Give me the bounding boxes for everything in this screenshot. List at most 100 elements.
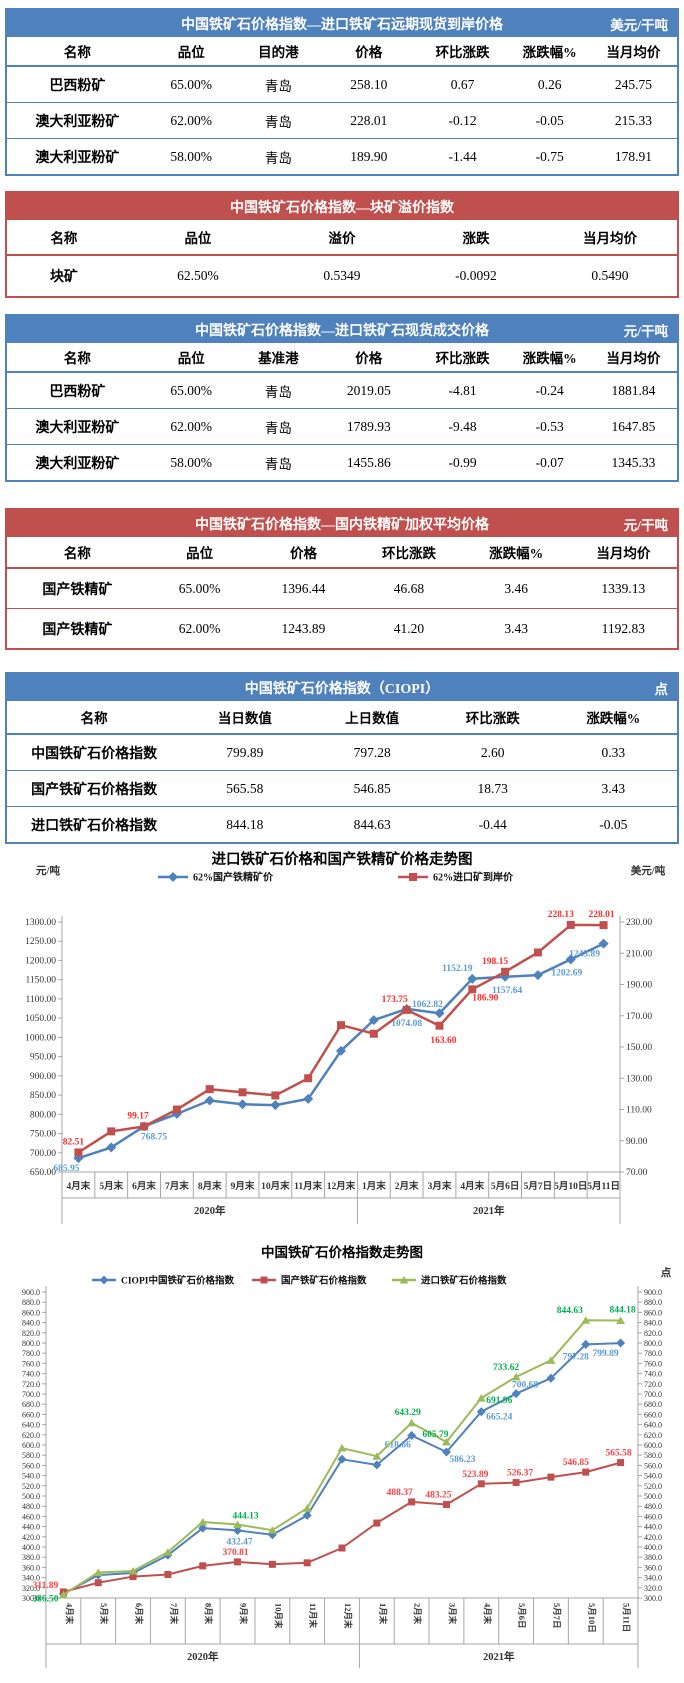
column-header: 品位 — [184, 231, 212, 246]
value-cell: 245.75 — [614, 76, 652, 92]
data-label: 444.13 — [232, 1511, 258, 1521]
legend-label: 国产铁矿石价格指数 — [281, 1275, 367, 1287]
column-header: 当月均价 — [582, 231, 637, 246]
x-tick-label: 10月末 — [273, 1603, 283, 1629]
value-cell: 215.33 — [614, 112, 652, 128]
table-row: 澳大利亚粉矿 62.00% 青岛 228.01 -0.12 -0.05 215.33 — [7, 103, 677, 139]
table-row: 巴西粉矿 65.00% 青岛 258.10 0.67 0.26 245.75 — [7, 67, 677, 103]
x-tick-label: 2月末 — [413, 1603, 423, 1625]
column-header: 溢价 — [328, 231, 356, 246]
square-marker — [373, 1519, 381, 1527]
triangle-marker — [546, 1356, 556, 1364]
square-marker — [409, 873, 417, 881]
row-name-cell: 进口铁矿石价格指数 — [31, 818, 158, 834]
table-lump-premium: 中国铁矿石价格指数—块矿溢价指数 名称 品位 溢价 涨跌 当月均价 块矿 62.50% 0.53… — [5, 191, 679, 298]
diamond-marker — [532, 970, 543, 981]
value-cell: 1243.89 — [281, 620, 326, 636]
value-cell: -0.53 — [535, 418, 564, 434]
y-tick-label: 460.0 — [22, 1512, 40, 1521]
year-label: 2021年 — [483, 1650, 515, 1663]
chart-title: 中国铁矿石价格指数走势图 — [261, 1244, 423, 1260]
x-tick-label: 5月11日 — [622, 1603, 632, 1632]
y-tick-label: 480.0 — [22, 1502, 40, 1511]
y-tick-label: 740.0 — [22, 1370, 40, 1379]
data-label: 523.89 — [462, 1470, 488, 1480]
data-label: 1152.19 — [442, 964, 473, 974]
legend-label: 62%进口矿到岸价 — [433, 871, 514, 884]
y-tick-label: 420.0 — [644, 1533, 662, 1542]
column-header: 涨跌幅% — [522, 45, 577, 60]
table-import-forward-spot: 中国铁矿石价格指数—进口铁矿石远期现货到岸价格 美元/干吨 名称 品位 目的港 价格 环比涨… — [5, 8, 679, 176]
y-tick-label: 400.0 — [22, 1543, 40, 1552]
data-label: 163.60 — [430, 1036, 456, 1046]
data-label: 618.66 — [385, 1440, 411, 1450]
x-tick-label: 12月末 — [327, 1180, 356, 1192]
triangle-marker — [441, 1438, 451, 1446]
x-tick-label: 4月末 — [64, 1603, 74, 1625]
square-marker — [442, 1501, 450, 1509]
y-tick-label: 750.00 — [30, 1130, 56, 1140]
value-cell: 0.26 — [537, 76, 562, 92]
table-title-bar: 中国铁矿石价格指数—进口铁矿石远期现货到岸价格 美元/干吨 — [7, 10, 677, 37]
y-tick-label: 580.0 — [644, 1451, 662, 1460]
table-unit-label: 元/干吨 — [623, 323, 668, 339]
y-tick-label: 660.0 — [644, 1410, 662, 1419]
y-tick-label: 300.0 — [644, 1594, 662, 1603]
column-header: 涨跌幅% — [489, 546, 544, 561]
series-line — [63, 1461, 621, 1593]
diamond-marker — [441, 1447, 451, 1457]
column-header: 价格 — [355, 351, 383, 366]
column-header: 当月均价 — [596, 546, 651, 561]
y-tick-label: 860.0 — [22, 1308, 40, 1317]
column-header: 当日数值 — [217, 711, 272, 726]
value-cell: -9.48 — [448, 418, 477, 434]
data-label: 488.37 — [387, 1488, 413, 1498]
table-title-bar: 中国铁矿石价格指数—进口铁矿石现货成交价格 元/干吨 — [7, 316, 677, 343]
row-name-cell: 国产铁精矿 — [42, 582, 113, 598]
y-tick-label: 320.0 — [644, 1584, 662, 1593]
table-header-row: 名称 品位 基准港 价格 环比涨跌 涨跌幅% 当月均价 — [7, 343, 677, 373]
y-tick-label: 900.00 — [30, 1072, 56, 1082]
y-tick-label: 440.0 — [22, 1523, 40, 1532]
y-tick-label: 720.0 — [22, 1380, 40, 1389]
y-tick-label: 1150.00 — [25, 976, 56, 986]
y-tick-label: 880.0 — [644, 1298, 662, 1307]
iron-ore-price-report: 中国铁矿石价格指数—进口铁矿石远期现货到岸价格 美元/干吨 名称 品位 目的港 价格 环比涨… — [0, 8, 684, 1683]
table-domestic-concentrate: 中国铁矿石价格指数—国内铁精矿加权平均价格 元/干吨 名称 品位 价格 环比涨跌 涨跌幅% 当… — [5, 508, 679, 650]
square-marker — [268, 1560, 276, 1568]
table-row: 进口铁矿石价格指数 844.18 844.63 -0.44 -0.05 — [7, 807, 677, 842]
data-label: 1243.89 — [569, 950, 600, 960]
value-cell: -0.99 — [448, 454, 477, 470]
y-tick-label: 660.0 — [22, 1410, 40, 1419]
x-tick-label: 6月末 — [134, 1603, 144, 1625]
data-label: 99.17 — [127, 1111, 149, 1121]
y-tick-label: 1300.00 — [25, 918, 56, 928]
value-cell: 1345.33 — [611, 454, 656, 470]
square-marker — [107, 1127, 116, 1136]
value-cell: -1.44 — [448, 148, 477, 164]
y-tick-label: 1250.00 — [25, 937, 56, 947]
data-label: 306.50 — [32, 1595, 58, 1605]
row-name-cell: 澳大利亚粉矿 — [35, 456, 120, 472]
y-tick-label: 230.00 — [626, 918, 652, 928]
value-cell: 65.00% — [178, 580, 221, 596]
value-cell: 2.60 — [480, 744, 505, 760]
row-name-cell: 澳大利亚粉矿 — [35, 150, 120, 166]
y-tick-label: 150.00 — [626, 1043, 652, 1053]
table-unit-label: 元/干吨 — [623, 517, 668, 533]
triangle-marker — [163, 1548, 173, 1556]
diamond-marker — [106, 1142, 117, 1153]
value-cell: 62.00% — [178, 620, 221, 636]
y-tick-label: 560.0 — [22, 1461, 40, 1470]
square-marker — [369, 1029, 378, 1038]
value-cell: 1647.85 — [611, 418, 656, 434]
x-tick-label: 5月末 — [99, 1180, 123, 1192]
value-cell: -0.05 — [599, 816, 628, 832]
y-tick-label: 420.0 — [22, 1533, 40, 1542]
value-cell: 65.00% — [170, 382, 213, 398]
table-row: 澳大利亚粉矿 58.00% 青岛 189.90 -1.44 -0.75 178.91 — [7, 139, 677, 174]
value-cell: 3.43 — [601, 780, 626, 796]
y-tick-label: 840.0 — [22, 1319, 40, 1328]
column-header: 名称 — [50, 231, 78, 246]
price-tables-section: 中国铁矿石价格指数—进口铁矿石远期现货到岸价格 美元/干吨 名称 品位 目的港 价格 环比涨… — [0, 8, 684, 844]
